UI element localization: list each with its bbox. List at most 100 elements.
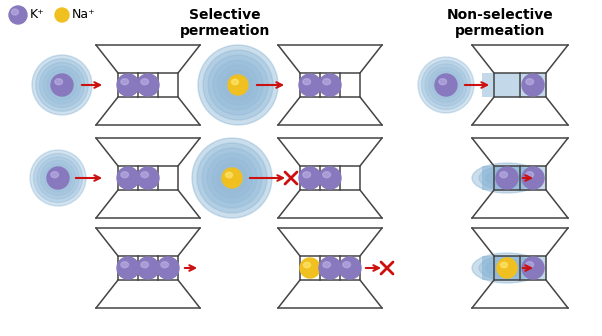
Ellipse shape [522, 167, 544, 189]
Bar [482, 256, 546, 280]
Ellipse shape [472, 163, 542, 193]
Ellipse shape [157, 257, 179, 279]
Ellipse shape [486, 259, 528, 277]
Ellipse shape [55, 8, 69, 22]
Bar [118, 256, 178, 280]
Ellipse shape [40, 161, 75, 196]
Ellipse shape [323, 262, 330, 268]
Ellipse shape [300, 258, 320, 278]
Ellipse shape [37, 157, 79, 199]
Ellipse shape [319, 167, 341, 189]
Ellipse shape [36, 59, 88, 111]
Bar [494, 256, 546, 280]
Ellipse shape [137, 74, 159, 96]
Ellipse shape [141, 262, 149, 268]
Ellipse shape [55, 79, 63, 85]
Ellipse shape [299, 74, 321, 96]
Ellipse shape [141, 79, 149, 85]
Ellipse shape [117, 74, 139, 96]
Ellipse shape [141, 172, 149, 178]
Ellipse shape [137, 167, 159, 189]
Ellipse shape [30, 150, 86, 206]
Ellipse shape [439, 79, 447, 85]
Ellipse shape [526, 172, 533, 178]
Bar [494, 73, 546, 97]
Ellipse shape [51, 74, 73, 96]
Ellipse shape [479, 256, 535, 280]
Ellipse shape [208, 55, 268, 115]
Ellipse shape [435, 74, 457, 96]
Ellipse shape [493, 172, 521, 184]
Ellipse shape [161, 262, 169, 268]
Bar [482, 73, 546, 97]
Text: Selective
permeation: Selective permeation [180, 8, 270, 38]
Ellipse shape [47, 167, 69, 189]
Text: Non-selective
permeation: Non-selective permeation [447, 8, 553, 38]
Ellipse shape [9, 6, 27, 24]
Ellipse shape [198, 45, 278, 125]
Ellipse shape [207, 153, 257, 203]
Ellipse shape [43, 66, 81, 104]
Ellipse shape [479, 166, 535, 190]
Ellipse shape [319, 257, 341, 279]
Ellipse shape [432, 71, 460, 99]
Ellipse shape [117, 167, 139, 189]
Ellipse shape [303, 79, 311, 85]
Ellipse shape [303, 262, 311, 268]
Ellipse shape [526, 79, 533, 85]
Ellipse shape [497, 258, 517, 278]
Ellipse shape [522, 257, 544, 279]
Ellipse shape [522, 74, 544, 96]
Ellipse shape [121, 262, 129, 268]
Ellipse shape [121, 172, 129, 178]
Ellipse shape [51, 74, 73, 96]
Ellipse shape [421, 60, 471, 110]
Ellipse shape [218, 65, 258, 105]
Ellipse shape [223, 70, 253, 100]
Ellipse shape [500, 262, 507, 268]
Ellipse shape [496, 167, 518, 189]
Ellipse shape [217, 163, 247, 193]
Ellipse shape [343, 262, 350, 268]
Ellipse shape [117, 257, 139, 279]
Text: K⁺: K⁺ [30, 8, 45, 22]
Ellipse shape [299, 167, 321, 189]
Ellipse shape [425, 64, 467, 106]
Ellipse shape [51, 172, 58, 178]
Ellipse shape [192, 138, 272, 218]
Ellipse shape [486, 169, 528, 187]
Ellipse shape [228, 75, 248, 95]
Ellipse shape [32, 55, 92, 115]
Ellipse shape [226, 172, 232, 178]
Ellipse shape [429, 68, 464, 102]
Ellipse shape [197, 143, 267, 213]
Ellipse shape [493, 262, 521, 274]
Bar [482, 166, 546, 190]
Ellipse shape [303, 172, 311, 178]
Ellipse shape [418, 57, 474, 113]
Bar [300, 166, 360, 190]
Ellipse shape [500, 172, 507, 178]
Ellipse shape [213, 60, 263, 110]
Bar [300, 73, 360, 97]
Bar [118, 166, 178, 190]
Ellipse shape [323, 172, 330, 178]
Ellipse shape [319, 74, 341, 96]
Ellipse shape [222, 168, 242, 188]
Ellipse shape [137, 257, 159, 279]
Ellipse shape [203, 50, 273, 120]
Bar [494, 166, 546, 190]
Ellipse shape [472, 253, 542, 283]
Ellipse shape [34, 154, 82, 203]
Ellipse shape [47, 70, 77, 100]
Ellipse shape [526, 262, 533, 268]
Ellipse shape [40, 62, 84, 108]
Ellipse shape [212, 158, 252, 198]
Bar [118, 73, 178, 97]
Ellipse shape [339, 257, 361, 279]
Ellipse shape [232, 79, 238, 85]
Text: Na⁺: Na⁺ [72, 8, 96, 22]
Ellipse shape [323, 79, 330, 85]
Ellipse shape [44, 164, 72, 192]
Ellipse shape [121, 79, 129, 85]
